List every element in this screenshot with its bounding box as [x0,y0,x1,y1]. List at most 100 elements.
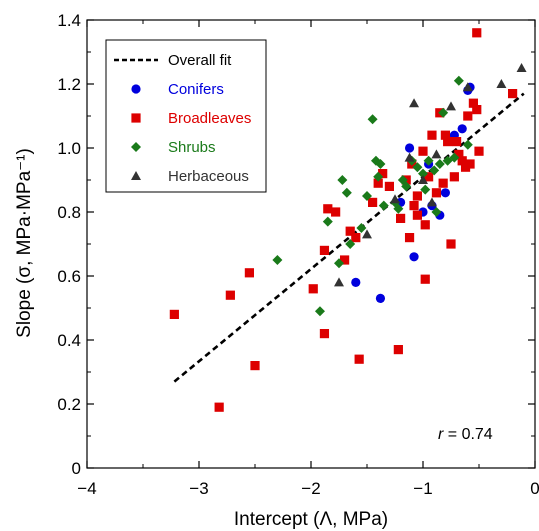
shrubs-point [418,168,428,179]
herbaceous-point [446,101,456,111]
shrubs-point [337,175,348,185]
broadleaves-point [412,191,422,201]
broadleaves-point [463,111,473,121]
y-tick-label: 0.4 [57,331,81,350]
broadleaves-point [452,137,462,147]
broadleaves-point [420,220,430,230]
herbaceous-point [426,197,437,207]
legend-herbaceous-swatch [131,171,141,180]
shrubs-point [375,159,386,169]
shrubs-point [429,165,440,176]
x-tick-label: −2 [301,479,320,498]
shrubs-point [393,203,404,214]
broadleaves-point [431,188,442,198]
y-tick-label: 0.6 [57,267,81,286]
x-tick-label: −1 [413,479,432,498]
herbaceous-point [431,149,442,159]
herbaceous-point [390,194,400,204]
broadleaves-point [373,178,383,188]
broadleaves-point [409,201,419,211]
shrubs-point [423,155,434,166]
legend-herbaceous-label: Herbaceous [168,168,249,185]
broadleaves-point [345,226,355,236]
broadleaves-point [384,181,394,191]
shrubs-point [373,171,384,182]
broadleaves-point [438,178,448,188]
conifers-point [404,143,415,153]
y-tick-label: 0 [72,459,81,478]
legend-overall-fit-label: Overall fit [168,52,232,69]
x-tick-label: 0 [530,479,539,498]
broadleaves-point [331,207,341,217]
broadleaves-point [449,172,459,182]
broadleaves-point [440,130,450,140]
y-tick-label: 1.4 [57,11,81,30]
shrubs-point [434,159,445,169]
broadleaves-point [319,245,330,255]
broadleaves-point [340,255,350,265]
broadleaves-point [404,233,415,243]
x-axis-title: Intercept (Λ, MPa) [234,509,388,530]
broadleaves-point [169,309,179,319]
herbaceous-point [462,82,473,92]
broadleaves-point [319,329,330,339]
herbaceous-point [516,63,527,72]
shrubs-point [362,191,372,201]
shrubs-point [341,187,352,198]
y-tick-label: 1.2 [57,75,81,94]
broadleaves-point [454,149,464,159]
broadleaves-point [443,137,453,147]
shrubs-point [412,162,423,173]
conifers-point [457,124,467,134]
herbaceous-point [334,277,344,287]
legend: Overall fit Conifers Broadleaves Shrubs Herb… [105,39,267,193]
conifers-point [351,277,361,287]
broadleaves-point [508,89,518,99]
legend-shrubs-label: Shrubs [168,139,216,156]
data-points [169,28,527,412]
y-tick-label: 0.8 [57,203,81,222]
legend-shrubs-swatch [131,142,141,152]
shrubs-point [367,114,378,125]
broadleaves-point [412,210,422,220]
herbaceous-point [362,229,372,239]
shrubs-point [449,152,460,163]
broadleaves-point [424,172,434,182]
shrubs-point [356,223,367,233]
broadleaves-point [354,354,364,364]
correlation-symbol: r [438,426,444,443]
shrubs-point [453,75,464,86]
broadleaves-point [457,156,467,166]
herbaceous-point [404,152,415,162]
axes: −4 −3 −2 −1 0 0 0.2 0.4 0.6 0.8 1.0 1.2 1.4 [57,11,539,498]
herbaceous-point [418,175,428,184]
shrubs-point [314,306,325,317]
conifers-point [375,293,386,303]
legend-conifers-swatch [131,84,141,94]
herbaceous-point [409,98,420,108]
broadleaves-point [472,105,482,115]
broadleaves-point [446,239,456,249]
shrubs-point [334,258,344,269]
overall-fit-line [173,92,525,383]
broadleaves-point [396,213,406,223]
broadleaves-point [225,290,235,300]
broadleaves-point [465,159,475,169]
broadleaves-point [378,169,388,179]
broadleaves-point [427,130,437,140]
broadleaves-point [351,233,361,243]
broadleaves-point [393,345,403,355]
shrubs-point [431,207,442,217]
shrubs-point [401,181,412,192]
legend-conifers-label: Conifers [168,81,224,98]
conifers-point [440,188,450,198]
shrubs-point [420,184,431,195]
conifers-point [409,252,419,262]
broadleaves-point [474,146,484,156]
broadleaves-point [468,98,478,108]
broadleaves-point [244,268,254,278]
broadleaves-point [418,146,428,156]
shrubs-point [438,107,449,118]
shrubs-point [462,139,473,150]
